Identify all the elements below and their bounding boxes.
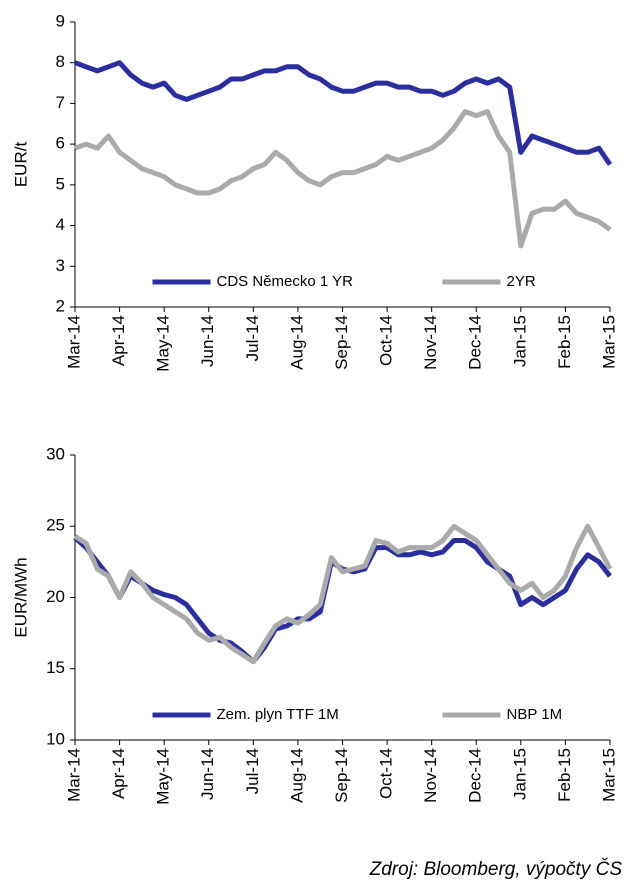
data-line (74, 60, 613, 166)
y-tick-label: 2 (56, 296, 65, 315)
y-tick-label: 4 (56, 215, 65, 234)
legend-label: 2YR (507, 273, 536, 290)
y-tick-label: 9 (56, 11, 65, 30)
x-tick-label: Feb-15 (555, 748, 574, 802)
x-tick-label: Nov-14 (421, 748, 440, 803)
y-tick-label: 7 (56, 93, 65, 112)
x-tick-label: Sep-14 (332, 315, 351, 370)
x-tick-label: Jul-14 (243, 315, 262, 361)
y-tick-label: 3 (56, 256, 65, 275)
y-tick-label: 5 (56, 174, 65, 193)
y-tick-label: 25 (46, 516, 65, 535)
x-tick-label: Feb-15 (555, 315, 574, 369)
y-axis-label: EUR/MWh (11, 557, 30, 637)
y-tick-label: 15 (46, 658, 65, 677)
x-tick-label: Mar-15 (599, 315, 618, 369)
x-tick-label: Nov-14 (421, 315, 440, 370)
x-tick-label: Mar-15 (599, 748, 618, 802)
y-tick-label: 30 (46, 444, 65, 463)
x-tick-label: Apr-14 (109, 748, 128, 799)
y-axis-label: EUR/t (11, 142, 30, 188)
x-tick-label: Oct-14 (377, 748, 396, 799)
y-tick-label: 6 (56, 134, 65, 153)
source-note: Zdroj: Bloomberg, výpočty ČS (369, 858, 623, 880)
legend-label: Zem. plyn TTF 1M (217, 706, 339, 723)
data-line (73, 523, 613, 665)
x-tick-label: Oct-14 (377, 315, 396, 366)
x-tick-label: Jan-15 (510, 748, 529, 800)
legend-label: CDS Německo 1 YR (217, 273, 354, 290)
y-tick-label: 20 (46, 587, 65, 606)
x-tick-label: May-14 (154, 315, 173, 372)
x-tick-label: Aug-14 (287, 315, 306, 370)
x-tick-label: Aug-14 (287, 748, 306, 803)
x-tick-label: Mar-14 (64, 748, 83, 802)
x-tick-label: Jul-14 (243, 748, 262, 794)
x-tick-label: Sep-14 (332, 748, 351, 803)
x-tick-label: Dec-14 (466, 315, 485, 370)
x-tick-label: Jun-14 (198, 748, 217, 800)
data-line (74, 109, 612, 249)
x-tick-label: May-14 (154, 748, 173, 805)
y-tick-label: 10 (46, 729, 65, 748)
x-tick-label: Jun-14 (198, 315, 217, 367)
legend-label: NBP 1M (507, 706, 563, 723)
x-tick-label: Dec-14 (466, 748, 485, 803)
x-tick-label: Mar-14 (64, 315, 83, 369)
x-tick-label: Apr-14 (109, 315, 128, 366)
x-tick-label: Jan-15 (510, 315, 529, 367)
y-tick-label: 8 (56, 52, 65, 71)
